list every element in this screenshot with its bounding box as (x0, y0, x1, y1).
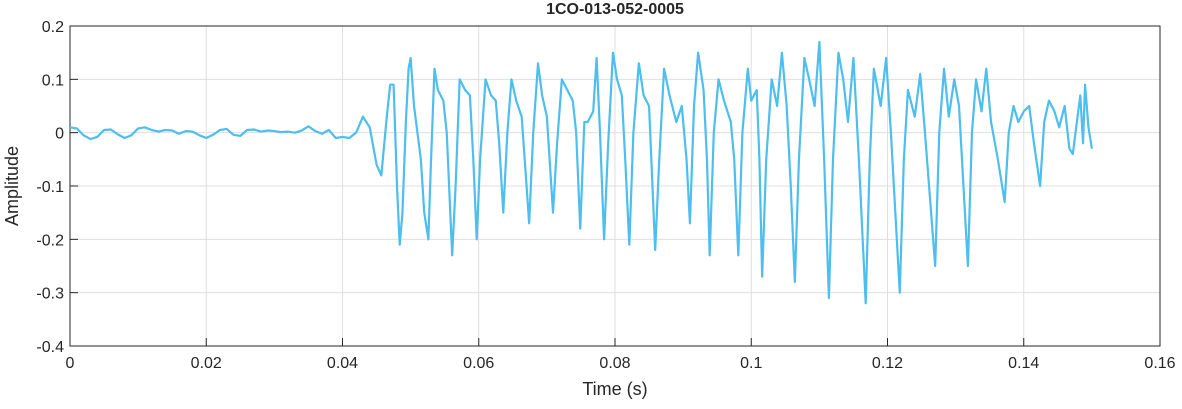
x-tick-label: 0 (66, 355, 75, 372)
waveform-line (69, 40, 1093, 305)
y-tick-label: -0.4 (36, 339, 64, 356)
y-tick-label: -0.2 (36, 232, 64, 249)
y-tick-label: -0.1 (36, 179, 64, 196)
chart-title: 1CO-013-052-0005 (546, 1, 684, 18)
y-tick-label: -0.3 (36, 286, 64, 303)
x-tick-label: 0.08 (599, 355, 630, 372)
y-axis-label: Amplitude (2, 146, 22, 226)
y-tick-label: 0.2 (42, 19, 64, 36)
x-tick-label: 0.16 (1144, 355, 1175, 372)
x-tick-label: 0.06 (463, 355, 494, 372)
plot-frame (69, 25, 1161, 347)
x-tick-label: 0.14 (1008, 355, 1039, 372)
x-axis-label: Time (s) (582, 379, 647, 399)
y-tick-label: 0 (55, 126, 64, 143)
x-tick-label: 0.04 (327, 355, 358, 372)
x-tick-label: 0.02 (191, 355, 222, 372)
y-tick-label: 0.1 (42, 72, 64, 89)
x-tick-label: 0.1 (740, 355, 762, 372)
x-tick-label: 0.12 (872, 355, 903, 372)
